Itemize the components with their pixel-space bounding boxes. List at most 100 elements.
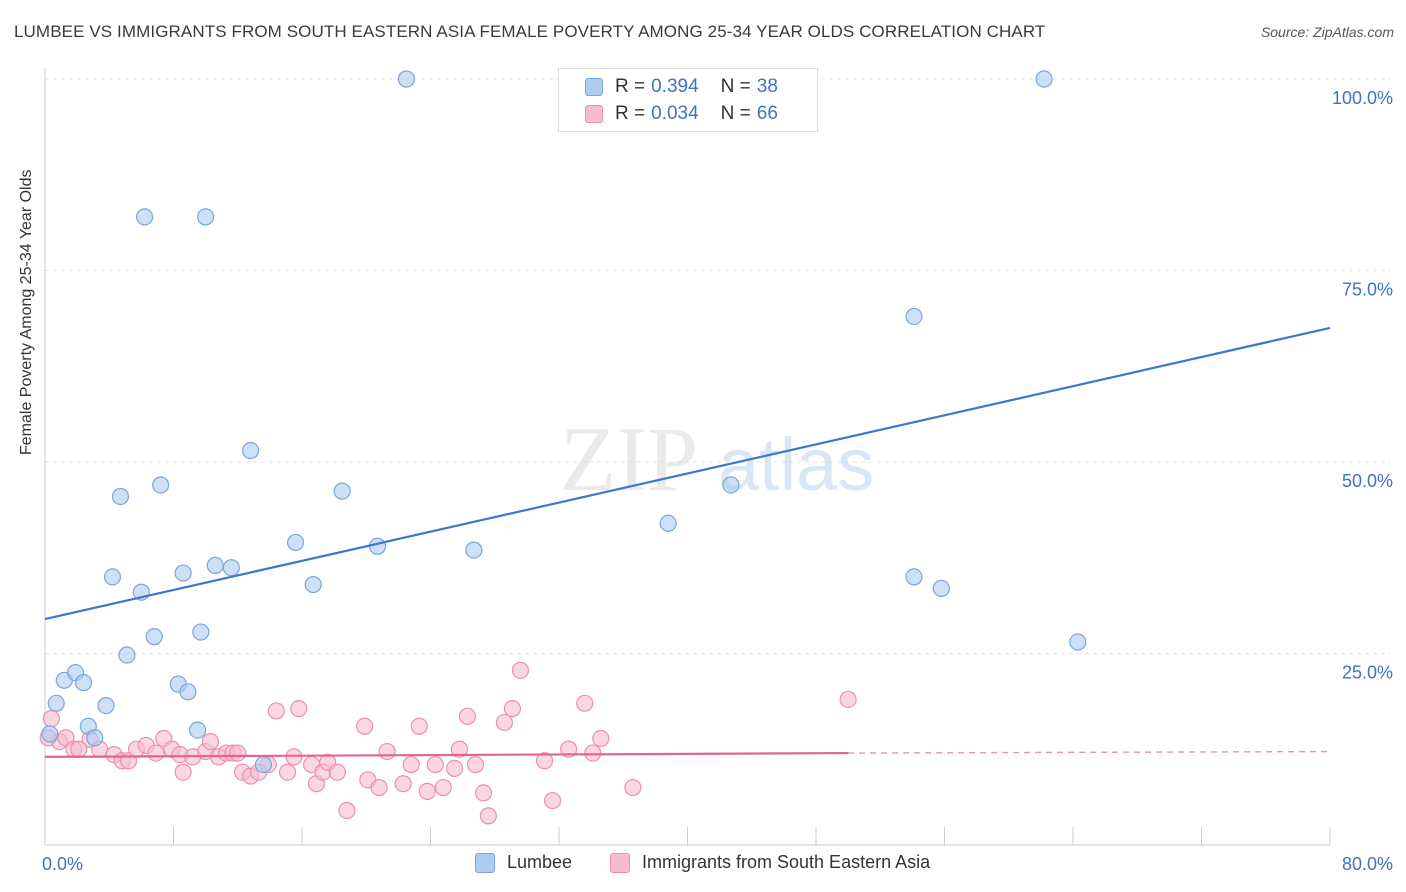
lumbee-point: [145, 628, 163, 646]
correlation-legend: R = 0.394 N = 38 R = 0.034 N = 66: [558, 68, 818, 132]
immigrants-point: [328, 763, 346, 781]
trend-lines: [44, 326, 1331, 759]
immigrants-point: [479, 807, 497, 825]
lumbee-point: [333, 482, 351, 500]
legend-label-immigrants: Immigrants from South Eastern Asia: [642, 852, 931, 872]
lumbee-point: [1069, 633, 1087, 651]
legend-r-value: 0.034: [651, 103, 699, 124]
immigrants-point: [495, 713, 513, 732]
immigrants-point: [285, 748, 303, 766]
lumbee-point: [254, 755, 273, 774]
x-tick-label: 0.0%: [42, 854, 83, 874]
lumbee-point: [465, 541, 483, 559]
chart-title: LUMBEE VS IMMIGRANTS FROM SOUTH EASTERN …: [14, 22, 1046, 41]
immigrants-point: [576, 694, 594, 712]
immigrants-point: [229, 744, 247, 762]
lumbee-point: [103, 568, 122, 586]
lumbee-point: [118, 646, 136, 664]
immigrants-point: [402, 755, 420, 774]
series-legend: Lumbee Immigrants from South Eastern Asi…: [0, 852, 1406, 878]
lumbee-point: [152, 476, 170, 494]
lumbee-point: [304, 575, 322, 594]
y-axis-label: Female Poverty Among 25-34 Year Olds: [18, 169, 35, 456]
immigrants-point: [290, 700, 308, 718]
immigrants-trend-extension: [848, 750, 1331, 754]
y-tick-label: 100.0%: [1332, 88, 1393, 108]
lumbee-point: [135, 208, 154, 226]
legend-swatch-lumbee: [475, 852, 495, 873]
immigrants-point: [474, 784, 493, 802]
legend-row-immigrants: R = 0.034 N = 66: [585, 101, 778, 127]
immigrants-trend-line: [44, 751, 849, 759]
immigrants-point: [584, 744, 602, 762]
immigrants-point: [174, 763, 192, 781]
lumbee-point: [111, 487, 130, 506]
immigrants-point: [147, 744, 165, 762]
lumbee-point: [222, 559, 240, 577]
immigrants-point: [458, 707, 477, 725]
immigrants-point: [267, 702, 285, 720]
immigrants-point: [338, 801, 356, 820]
lumbee-point: [41, 725, 59, 743]
lumbee-point: [97, 696, 115, 715]
legend-label-lumbee: Lumbee: [507, 852, 573, 872]
immigrants-point: [42, 710, 61, 728]
lumbee-point: [174, 564, 192, 582]
immigrants-point: [278, 763, 297, 781]
source-note: Source: ZipAtlas.com: [1260, 24, 1394, 40]
legend-swatch-immigrants: [585, 105, 603, 123]
lumbee-point: [86, 729, 104, 747]
watermark: ZIP atlas: [560, 408, 874, 510]
lumbee-point: [1035, 70, 1053, 88]
lumbee-point: [74, 674, 93, 692]
y-tick-label: 25.0%: [1342, 663, 1393, 683]
lumbee-point: [206, 556, 224, 575]
immigrants-point: [378, 742, 396, 761]
x-tick-label: 80.0%: [1342, 854, 1393, 874]
legend-r-label: R =: [615, 103, 646, 124]
lumbee-point: [932, 579, 950, 597]
legend-n-value: 38: [756, 76, 778, 97]
legend-r-label: R =: [615, 76, 646, 97]
immigrants-point: [624, 778, 642, 797]
gridlines: [45, 78, 1390, 654]
legend-r-value: 0.394: [651, 76, 699, 97]
lumbee-point: [286, 533, 305, 552]
legend-n-label: N =: [720, 76, 751, 97]
immigrants-point: [434, 778, 452, 797]
lumbee-trend-line: [44, 326, 1331, 621]
legend-n-value: 66: [756, 103, 778, 124]
immigrants-point: [426, 755, 444, 774]
legend-item-lumbee[interactable]: Lumbee: [475, 852, 572, 873]
lumbee-point: [722, 476, 740, 494]
immigrants-point: [70, 740, 88, 758]
blue-series-points: [41, 70, 1087, 774]
immigrants-point: [418, 782, 436, 800]
lumbee-point: [188, 721, 207, 739]
legend-swatch-lumbee: [585, 78, 603, 96]
immigrants-point: [410, 717, 428, 735]
lumbee-point: [397, 70, 416, 88]
immigrants-point: [839, 690, 857, 709]
immigrants-point: [592, 729, 610, 748]
pink-series-points: [39, 661, 857, 825]
immigrants-point: [370, 778, 388, 797]
tick-labels: 100.0% 75.0% 50.0% 25.0% 0.0% 80.0%: [42, 88, 1393, 874]
legend-item-immigrants[interactable]: Immigrants from South Eastern Asia: [610, 852, 930, 873]
immigrants-point: [535, 752, 554, 770]
legend-row-lumbee: R = 0.394 N = 38: [585, 74, 778, 100]
lumbee-point: [192, 623, 210, 641]
immigrants-point: [445, 759, 464, 778]
watermark-zip: ZIP: [560, 408, 698, 510]
immigrants-point: [511, 661, 530, 679]
legend-n-label: N =: [720, 103, 751, 124]
y-tick-label: 50.0%: [1342, 471, 1393, 491]
lumbee-point: [905, 307, 923, 326]
immigrants-point: [560, 740, 578, 758]
immigrants-point: [450, 740, 469, 758]
lumbee-point: [197, 208, 215, 226]
immigrants-point: [394, 775, 412, 793]
lumbee-point: [179, 683, 197, 701]
lumbee-point: [242, 441, 260, 460]
immigrants-point: [543, 791, 562, 810]
